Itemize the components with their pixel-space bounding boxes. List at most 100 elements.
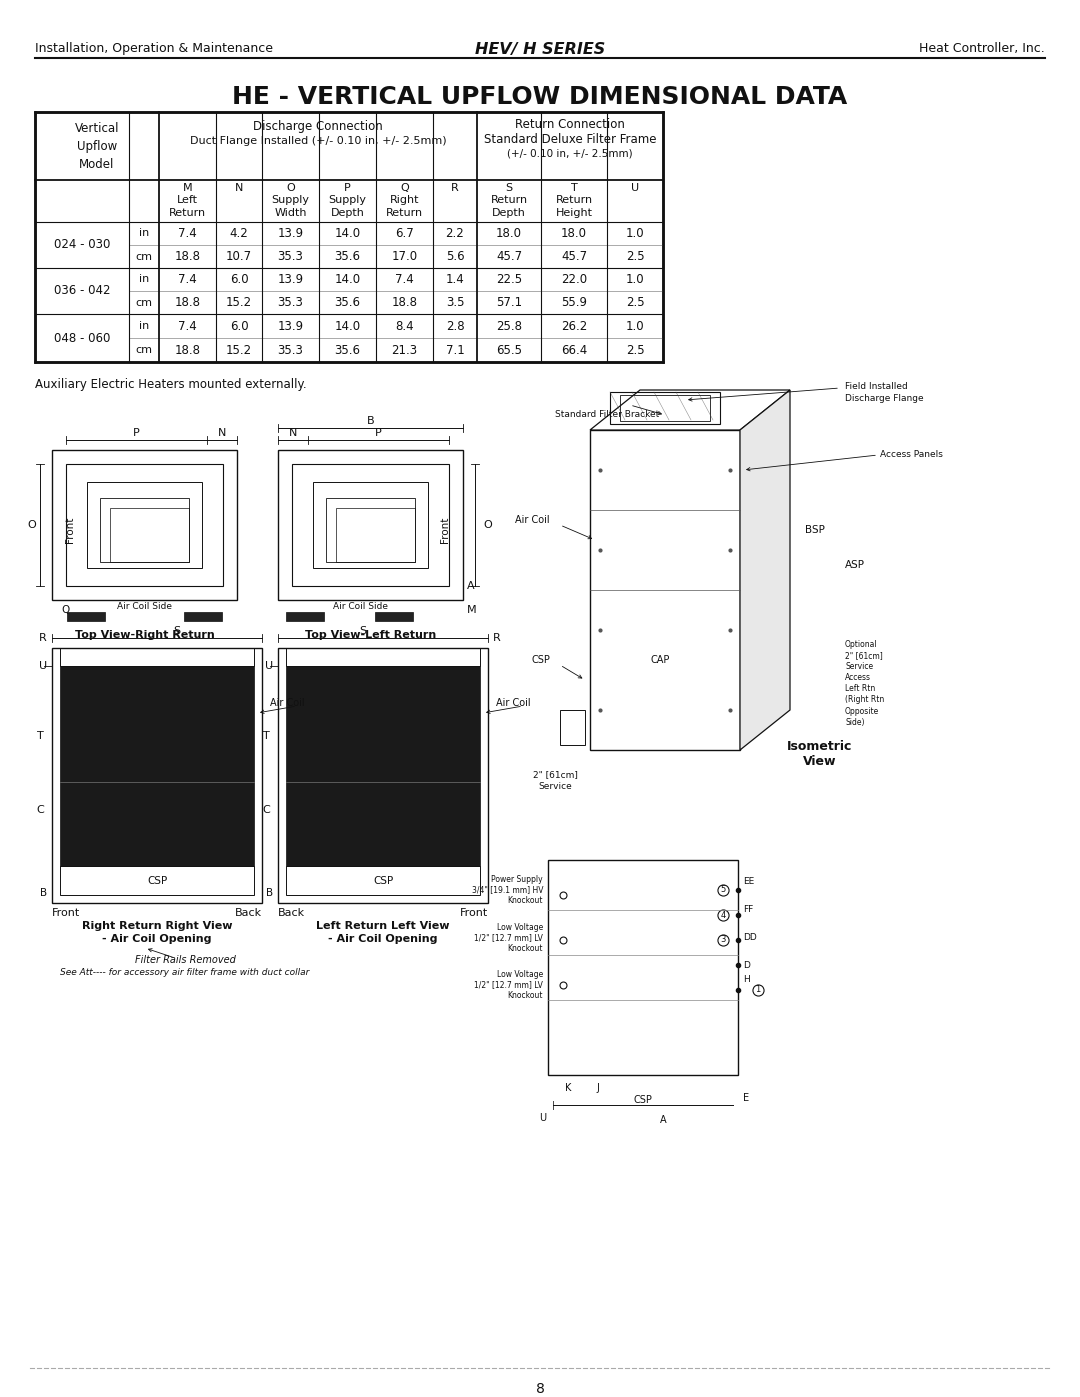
Text: Optional
2" [61cm]
Service
Access
Left Rtn
(Right Rtn
Opposite
Side): Optional 2" [61cm] Service Access Left R… [845, 640, 885, 726]
Text: 1.4: 1.4 [446, 272, 464, 286]
Text: (+/- 0.10 in, +/- 2.5mm): (+/- 0.10 in, +/- 2.5mm) [508, 149, 633, 159]
Bar [60, 648, 254, 666]
Text: BSP: BSP [805, 525, 825, 535]
Bar [52, 450, 237, 599]
Text: 57.1: 57.1 [496, 296, 522, 309]
Text: O: O [483, 520, 491, 529]
Text: 14.0: 14.0 [335, 272, 361, 286]
Text: K: K [565, 1083, 571, 1092]
Text: Air Coil Side: Air Coil Side [117, 602, 172, 610]
Text: T: T [37, 731, 44, 740]
Text: N: N [234, 183, 243, 193]
Text: 10.7: 10.7 [226, 250, 252, 263]
Text: S: S [174, 626, 180, 636]
Text: 6.7: 6.7 [395, 226, 414, 240]
Text: Duct Flange Installed (+/- 0.10 in, +/- 2.5mm): Duct Flange Installed (+/- 0.10 in, +/- … [190, 136, 446, 147]
Text: 7.4: 7.4 [178, 272, 197, 286]
Text: 8: 8 [536, 1382, 544, 1396]
Text: Service: Service [538, 782, 572, 791]
Bar [610, 393, 720, 425]
Text: 65.5: 65.5 [496, 344, 522, 356]
Text: Front: Front [52, 908, 80, 918]
Text: EE: EE [743, 877, 754, 887]
Bar [286, 866, 480, 895]
Text: 15.2: 15.2 [226, 296, 252, 309]
Text: in: in [139, 229, 149, 239]
Text: - Air Coil Opening: - Air Coil Opening [103, 935, 212, 944]
Text: - Air Coil Opening: - Air Coil Opening [328, 935, 437, 944]
Text: 036 - 042: 036 - 042 [54, 285, 110, 298]
Text: Isometric: Isometric [787, 740, 853, 753]
Text: P: P [375, 427, 382, 439]
Text: CSP: CSP [147, 876, 167, 886]
Text: 6.0: 6.0 [230, 272, 248, 286]
Text: O
Supply
Width: O Supply Width [271, 183, 310, 218]
Text: Standard Filter Bracket: Standard Filter Bracket [555, 409, 659, 419]
Text: 35.3: 35.3 [278, 296, 303, 309]
Text: Air Coil: Air Coil [515, 515, 550, 525]
Bar [100, 497, 189, 562]
Bar [278, 450, 463, 599]
Text: 2.5: 2.5 [625, 250, 645, 263]
Bar [110, 509, 189, 562]
Bar [278, 648, 488, 902]
Text: U: U [631, 183, 639, 193]
Text: 2.2: 2.2 [446, 226, 464, 240]
Text: 1.0: 1.0 [625, 272, 645, 286]
Text: Q
Right
Return: Q Right Return [386, 183, 423, 218]
Text: C: C [37, 805, 44, 814]
Bar [590, 430, 740, 750]
Text: 35.6: 35.6 [335, 250, 361, 263]
Bar [60, 866, 254, 895]
Bar [286, 612, 324, 622]
Text: M: M [467, 605, 476, 615]
Text: H: H [743, 975, 750, 985]
Text: ASP: ASP [845, 560, 865, 570]
Text: 7.4: 7.4 [178, 226, 197, 240]
Text: M
Left
Return: M Left Return [168, 183, 206, 218]
Text: Air Coil Side: Air Coil Side [333, 602, 388, 610]
Text: Low Voltage
1/2" [12.7 mm] LV
Knockout: Low Voltage 1/2" [12.7 mm] LV Knockout [474, 970, 543, 1000]
Text: 18.8: 18.8 [391, 296, 418, 309]
Text: C: C [262, 805, 270, 814]
Text: Top View-Left Return: Top View-Left Return [305, 630, 436, 640]
Text: 3.5: 3.5 [446, 296, 464, 309]
Text: 18.0: 18.0 [496, 226, 522, 240]
Text: P: P [133, 427, 140, 439]
Text: R: R [39, 633, 48, 643]
Text: Air Coil: Air Coil [270, 698, 305, 708]
Bar [292, 464, 449, 585]
Bar [35, 112, 663, 362]
Text: 1.0: 1.0 [625, 226, 645, 240]
Text: 35.6: 35.6 [335, 296, 361, 309]
Text: 22.5: 22.5 [496, 272, 522, 286]
Text: 18.8: 18.8 [175, 250, 201, 263]
Text: 5: 5 [720, 886, 726, 894]
Text: T
Return
Height: T Return Height [555, 183, 593, 218]
Text: 15.2: 15.2 [226, 344, 252, 356]
Text: CSP: CSP [634, 1095, 652, 1105]
Text: N: N [218, 427, 226, 439]
Text: 7.4: 7.4 [395, 272, 414, 286]
Text: 26.2: 26.2 [561, 320, 588, 332]
Bar [548, 861, 738, 1076]
Text: HE - VERTICAL UPFLOW DIMENSIONAL DATA: HE - VERTICAL UPFLOW DIMENSIONAL DATA [232, 85, 848, 109]
Bar [336, 509, 415, 562]
Text: Discharge Connection: Discharge Connection [253, 120, 383, 133]
Bar [184, 612, 222, 622]
Text: Filter Rails Removed: Filter Rails Removed [135, 956, 235, 965]
Text: T: T [264, 731, 270, 740]
Text: E: E [743, 1092, 750, 1104]
Bar [52, 648, 262, 902]
Text: 2.5: 2.5 [625, 344, 645, 356]
Text: |: | [552, 1101, 554, 1109]
Text: 6.0: 6.0 [230, 320, 248, 332]
Text: Air Coil: Air Coil [496, 698, 530, 708]
Text: J: J [596, 1083, 599, 1092]
Polygon shape [590, 390, 789, 430]
Bar [286, 666, 480, 866]
Text: Front: Front [460, 908, 488, 918]
Text: 21.3: 21.3 [391, 344, 418, 356]
Text: 35.6: 35.6 [335, 344, 361, 356]
Text: 2.5: 2.5 [625, 296, 645, 309]
